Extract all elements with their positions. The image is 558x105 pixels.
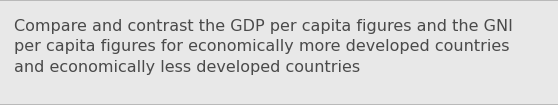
Text: Compare and contrast the GDP per capita figures and the GNI
per capita figures f: Compare and contrast the GDP per capita …	[14, 19, 513, 75]
